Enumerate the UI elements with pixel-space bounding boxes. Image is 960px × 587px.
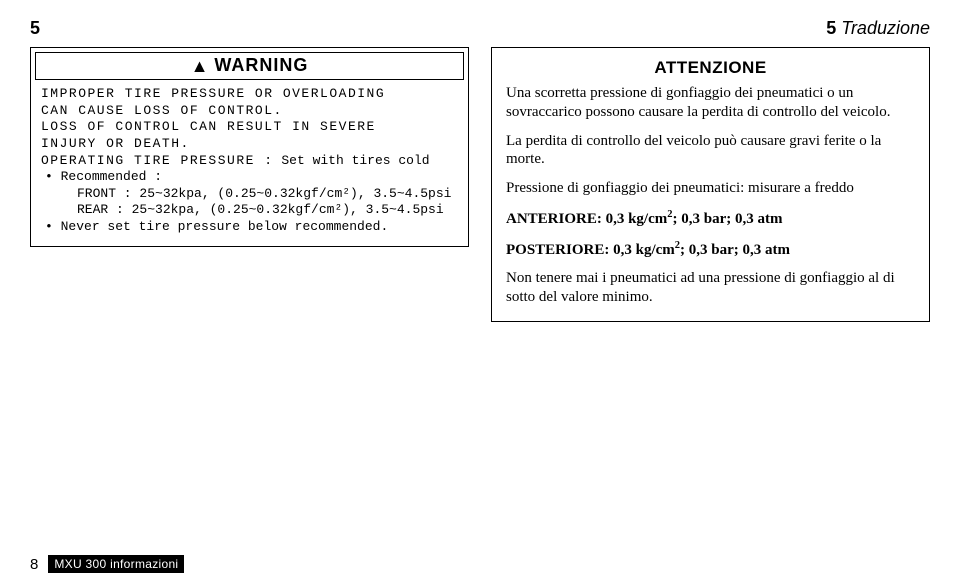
- warning-word: WARNING: [214, 55, 308, 76]
- header-right: 5 Traduzione: [826, 18, 930, 39]
- header-left-number: 5: [30, 18, 40, 39]
- warning-line-5b: Set with tires cold: [281, 153, 429, 168]
- translation-posteriore: POSTERIORE: 0,3 kg/cm2; 0,3 bar; 0,3 atm: [506, 239, 915, 260]
- warning-line-5: OPERATING TIRE PRESSURE : Set with tires…: [41, 153, 458, 170]
- footer: 8 MXU 300 informazioni: [30, 555, 184, 573]
- posteriore-label: POSTERIORE: 0,3 kg/cm: [506, 242, 675, 258]
- page-number: 8: [30, 556, 38, 573]
- header-right-label: Traduzione: [841, 18, 930, 38]
- warning-list: Recommended :: [45, 169, 458, 186]
- warning-triangle-icon: ▲: [191, 57, 209, 75]
- warning-recommended: Recommended :: [45, 169, 458, 186]
- translation-p3: Pressione di gonfiaggio dei pneumatici: …: [506, 179, 915, 198]
- warning-box: ▲ WARNING IMPROPER TIRE PRESSURE OR OVER…: [30, 47, 469, 247]
- header-right-number: 5: [826, 18, 836, 38]
- translation-anteriore: ANTERIORE: 0,3 kg/cm2; 0,3 bar; 0,3 atm: [506, 208, 915, 229]
- warning-list-2: Never set tire pressure below recommende…: [45, 219, 458, 236]
- warning-line-2: CAN CAUSE LOSS OF CONTROL.: [41, 103, 458, 120]
- warning-line-5a: OPERATING TIRE PRESSURE :: [41, 153, 274, 168]
- warning-rear: REAR : 25~32kpa, (0.25~0.32kgf/cm²), 3.5…: [41, 202, 458, 219]
- warning-body: IMPROPER TIRE PRESSURE OR OVERLOADING CA…: [31, 80, 468, 246]
- anteriore-rest: ; 0,3 bar; 0,3 atm: [673, 211, 783, 227]
- translation-p4: Non tenere mai i pneumatici ad una press…: [506, 269, 915, 307]
- translation-box: ATTENZIONE Una scorretta pressione di go…: [491, 47, 930, 322]
- attenzione-title: ATTENZIONE: [506, 58, 915, 78]
- warning-line-3: LOSS OF CONTROL CAN RESULT IN SEVERE: [41, 119, 458, 136]
- warning-front: FRONT : 25~32kpa, (0.25~0.32kgf/cm²), 3.…: [41, 186, 458, 203]
- warning-never: Never set tire pressure below recommende…: [45, 219, 458, 236]
- warning-line-4: INJURY OR DEATH.: [41, 136, 458, 153]
- translation-p1: Una scorretta pressione di gonfiaggio de…: [506, 84, 915, 122]
- anteriore-label: ANTERIORE: 0,3 kg/cm: [506, 211, 667, 227]
- footer-badge: MXU 300 informazioni: [48, 555, 184, 573]
- translation-p2: La perdita di controllo del veicolo può …: [506, 132, 915, 170]
- warning-title: ▲ WARNING: [35, 52, 464, 80]
- posteriore-rest: ; 0,3 bar; 0,3 atm: [680, 242, 790, 258]
- warning-line-1: IMPROPER TIRE PRESSURE OR OVERLOADING: [41, 86, 458, 103]
